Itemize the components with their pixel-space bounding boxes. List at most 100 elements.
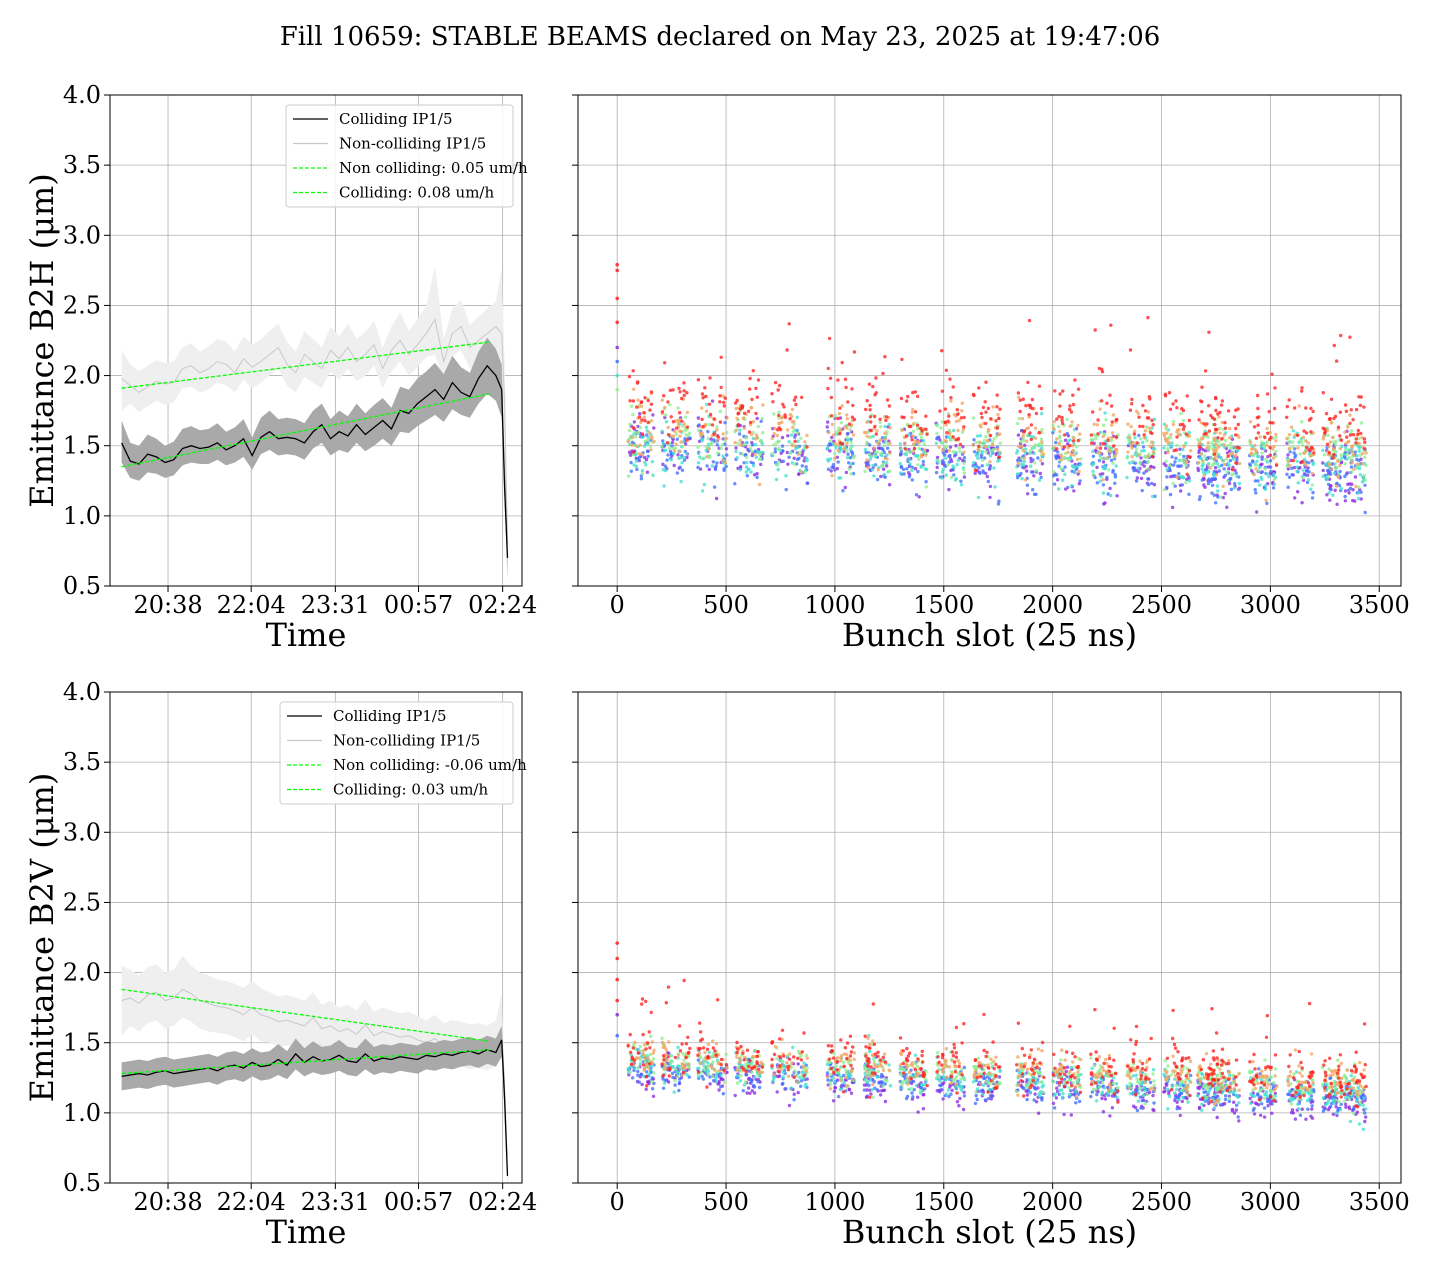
point xyxy=(631,412,635,417)
point xyxy=(793,439,797,443)
point xyxy=(734,446,738,450)
point xyxy=(1304,449,1309,453)
point xyxy=(996,502,1001,506)
point xyxy=(1175,443,1179,448)
point xyxy=(1187,430,1192,435)
point xyxy=(842,1080,847,1085)
point xyxy=(1253,488,1257,492)
first-slot-points xyxy=(615,262,619,392)
point xyxy=(1349,465,1354,469)
point xyxy=(883,1082,887,1086)
point xyxy=(1286,1077,1290,1081)
point xyxy=(989,1097,993,1101)
point xyxy=(836,1056,840,1060)
axes-frame xyxy=(109,94,523,587)
point xyxy=(976,453,980,457)
point xyxy=(725,1066,729,1070)
point xyxy=(973,465,977,470)
point xyxy=(868,457,873,461)
point xyxy=(840,360,844,365)
point xyxy=(636,1073,640,1077)
point xyxy=(1175,406,1179,410)
point xyxy=(650,1079,654,1084)
point xyxy=(1071,448,1075,453)
point xyxy=(1209,413,1213,418)
point xyxy=(772,1072,776,1077)
point xyxy=(776,463,780,467)
point xyxy=(1359,1096,1364,1100)
point xyxy=(996,412,1000,417)
point xyxy=(651,1094,656,1099)
point xyxy=(1344,1076,1348,1080)
point xyxy=(1017,416,1021,421)
point xyxy=(1197,445,1202,449)
point xyxy=(869,428,873,433)
x-axis: 0 500 1000 1500 2000 2500 3000 3500 xyxy=(610,586,1410,619)
point xyxy=(1332,416,1336,421)
point xyxy=(825,1071,830,1075)
legend-entry: Colliding IP1/5 xyxy=(333,707,447,725)
point xyxy=(637,1056,641,1060)
point xyxy=(1270,1102,1274,1106)
point xyxy=(1184,432,1189,436)
point xyxy=(1031,488,1035,492)
point xyxy=(1073,378,1077,382)
x-tick-label: 22:04 xyxy=(217,1188,286,1216)
x-tick-label: 02:24 xyxy=(468,1188,537,1216)
y-tick-label: 0.5 xyxy=(63,1169,101,1197)
point xyxy=(1102,441,1106,446)
point xyxy=(949,399,953,403)
point xyxy=(1345,1078,1349,1083)
point xyxy=(1051,1101,1056,1106)
point xyxy=(920,429,924,433)
point xyxy=(1351,433,1356,437)
point xyxy=(1172,1091,1177,1095)
point xyxy=(1226,409,1231,413)
point xyxy=(1167,1094,1172,1098)
point xyxy=(883,1099,888,1104)
point xyxy=(1260,455,1264,459)
point xyxy=(1304,1117,1308,1121)
point xyxy=(868,415,873,419)
point xyxy=(1130,454,1134,459)
point xyxy=(934,470,939,475)
point xyxy=(1285,472,1289,476)
point xyxy=(950,475,954,480)
point xyxy=(974,1093,978,1098)
point xyxy=(912,421,916,426)
point xyxy=(1054,456,1059,461)
point xyxy=(939,426,943,430)
point xyxy=(1165,437,1170,442)
point xyxy=(881,1068,886,1073)
point xyxy=(1302,457,1307,462)
point xyxy=(947,1094,951,1099)
x-tick-label: 00:57 xyxy=(384,591,453,619)
x-tick-label: 1000 xyxy=(804,591,865,619)
point xyxy=(833,1086,837,1090)
point xyxy=(956,458,960,463)
point xyxy=(1218,426,1222,431)
point xyxy=(1360,480,1365,484)
point xyxy=(650,1040,654,1044)
point xyxy=(1298,466,1302,470)
point xyxy=(1207,404,1211,408)
point xyxy=(754,437,758,441)
point xyxy=(1207,470,1211,474)
point xyxy=(983,444,988,449)
point xyxy=(640,435,645,439)
point xyxy=(961,445,965,449)
point xyxy=(631,453,636,457)
point xyxy=(947,460,952,464)
point xyxy=(907,1087,911,1092)
point xyxy=(940,441,944,445)
point xyxy=(781,415,785,419)
point xyxy=(788,412,793,417)
point xyxy=(962,1094,967,1098)
point xyxy=(649,419,654,423)
point xyxy=(952,454,957,458)
point xyxy=(952,473,956,477)
point xyxy=(1071,402,1076,407)
point xyxy=(643,455,647,460)
point xyxy=(995,405,999,409)
point xyxy=(1058,392,1062,396)
